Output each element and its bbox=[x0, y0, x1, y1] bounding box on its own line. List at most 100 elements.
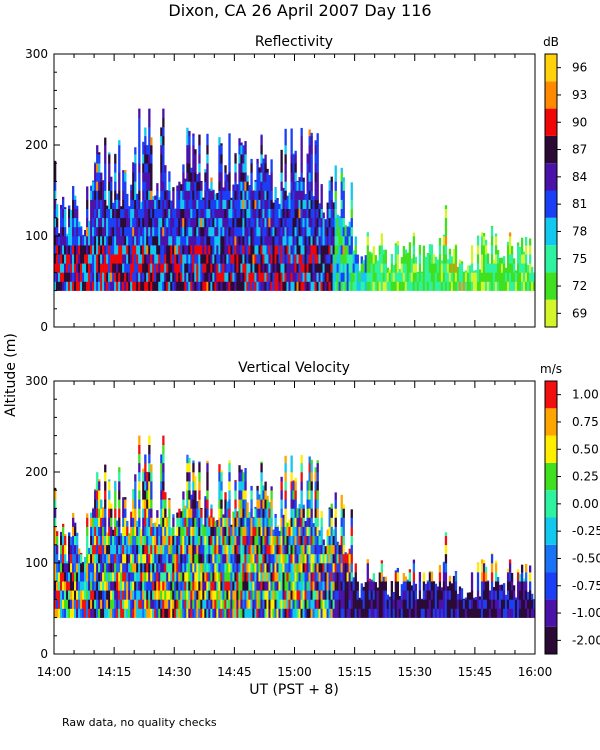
heatmap-cell bbox=[118, 272, 121, 282]
heatmap-cell bbox=[380, 560, 383, 564]
heatmap-cell bbox=[292, 590, 295, 600]
heatmap-cell bbox=[200, 181, 203, 191]
heatmap-cell bbox=[322, 544, 325, 555]
heatmap-cell bbox=[498, 257, 502, 264]
heatmap-cell bbox=[122, 553, 125, 564]
heatmap-cell bbox=[186, 572, 189, 582]
heatmap-cell bbox=[54, 281, 57, 291]
heatmap-cell bbox=[486, 272, 490, 282]
heatmap-cell bbox=[222, 599, 225, 609]
heatmap-cell bbox=[242, 608, 245, 618]
heatmap-cell bbox=[164, 526, 167, 536]
heatmap-cell bbox=[342, 553, 345, 564]
heatmap-cell bbox=[142, 208, 145, 219]
heatmap-cell bbox=[144, 553, 147, 564]
heatmap-cell bbox=[202, 226, 205, 237]
heatmap-cell bbox=[484, 239, 488, 246]
y-tick-label: 100 bbox=[25, 556, 48, 570]
heatmap-cell bbox=[192, 590, 195, 600]
heatmap-cell bbox=[530, 593, 534, 600]
heatmap-cell bbox=[234, 281, 237, 291]
heatmap-cell bbox=[132, 226, 135, 237]
heatmap-cell bbox=[184, 544, 187, 555]
heatmap-cell bbox=[292, 608, 295, 618]
heatmap-cell bbox=[234, 526, 237, 536]
heatmap-cell bbox=[124, 526, 127, 536]
heatmap-cell bbox=[230, 535, 233, 546]
heatmap-cell bbox=[280, 263, 283, 273]
heatmap-cell bbox=[316, 172, 319, 182]
heatmap-cell bbox=[160, 462, 163, 473]
heatmap-cell bbox=[172, 245, 175, 255]
heatmap-cell bbox=[156, 510, 159, 518]
heatmap-cell bbox=[100, 245, 103, 255]
heatmap-cell bbox=[282, 281, 285, 291]
heatmap-cell bbox=[110, 572, 113, 582]
heatmap-cell bbox=[440, 590, 444, 600]
heatmap-cell bbox=[258, 236, 261, 246]
heatmap-cell bbox=[60, 217, 63, 228]
heatmap-cell bbox=[272, 202, 275, 209]
heatmap-cell bbox=[278, 217, 281, 228]
heatmap-cell bbox=[220, 553, 223, 564]
heatmap-cell bbox=[314, 572, 317, 582]
heatmap-cell bbox=[320, 590, 323, 600]
heatmap-cell bbox=[220, 172, 223, 182]
heatmap-cell bbox=[90, 599, 93, 609]
heatmap-cell bbox=[340, 208, 343, 219]
heatmap-cell bbox=[294, 526, 297, 536]
heatmap-cell bbox=[262, 517, 265, 527]
heatmap-cell bbox=[124, 236, 127, 246]
vertical-velocity-colorbar: -2.00-1.00-0.75-0.50-0.250.000.250.500.7… bbox=[544, 380, 600, 655]
heatmap-cell bbox=[162, 462, 165, 473]
heatmap-cell bbox=[368, 254, 371, 264]
heatmap-cell bbox=[482, 232, 486, 237]
heatmap-cell bbox=[244, 572, 247, 582]
heatmap-cell bbox=[96, 154, 99, 164]
heatmap-cell bbox=[458, 281, 462, 291]
heatmap-cell bbox=[92, 526, 95, 536]
heatmap-cell bbox=[134, 508, 137, 518]
heatmap-cell bbox=[208, 544, 211, 555]
heatmap-cell bbox=[138, 544, 141, 555]
heatmap-cell bbox=[172, 190, 175, 200]
heatmap-cell bbox=[228, 553, 231, 564]
heatmap-cell bbox=[84, 563, 87, 573]
heatmap-cell bbox=[522, 254, 526, 264]
heatmap-cell bbox=[268, 517, 271, 527]
heatmap-cell bbox=[198, 599, 201, 609]
heatmap-cell bbox=[430, 590, 434, 600]
heatmap-cell bbox=[316, 535, 319, 546]
heatmap-cell bbox=[408, 263, 412, 273]
heatmap-cell bbox=[306, 154, 309, 164]
heatmap-cell bbox=[304, 608, 307, 618]
heatmap-cell bbox=[132, 263, 135, 273]
heatmap-cell bbox=[66, 590, 69, 600]
heatmap-cell bbox=[108, 479, 111, 482]
heatmap-cell bbox=[182, 517, 185, 527]
heatmap-cell bbox=[288, 245, 291, 255]
heatmap-cell bbox=[384, 254, 387, 264]
heatmap-cell bbox=[254, 181, 257, 191]
heatmap-cell bbox=[198, 217, 201, 228]
heatmap-cell bbox=[228, 472, 231, 482]
heatmap-cell bbox=[378, 272, 381, 282]
heatmap-cell bbox=[174, 572, 177, 582]
heatmap-cell bbox=[270, 263, 273, 273]
heatmap-cell bbox=[186, 526, 189, 536]
heatmap-cell bbox=[76, 553, 79, 564]
heatmap-cell bbox=[54, 517, 57, 527]
heatmap-cell bbox=[346, 272, 349, 282]
heatmap-cell bbox=[516, 263, 520, 273]
heatmap-cell bbox=[174, 599, 177, 609]
heatmap-cell bbox=[166, 526, 169, 536]
heatmap-cell bbox=[274, 245, 277, 255]
heatmap-cell bbox=[122, 199, 125, 209]
heatmap-cell bbox=[480, 559, 484, 564]
heatmap-cell bbox=[72, 245, 75, 255]
heatmap-cell bbox=[144, 272, 147, 282]
heatmap-cell bbox=[130, 236, 133, 246]
heatmap-cell bbox=[178, 190, 181, 200]
heatmap-cell bbox=[216, 572, 219, 582]
heatmap-cell bbox=[342, 608, 345, 618]
